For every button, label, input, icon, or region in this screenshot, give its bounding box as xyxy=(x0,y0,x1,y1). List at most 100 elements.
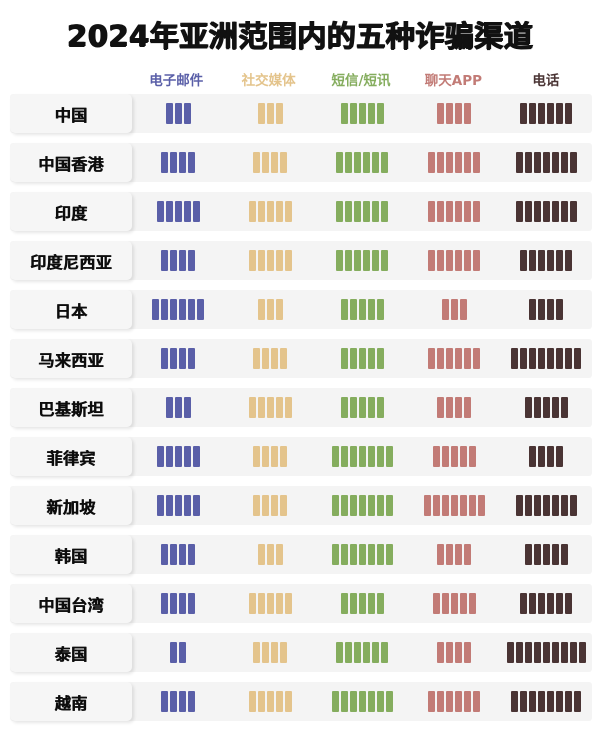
bar-tick xyxy=(464,642,471,663)
bar-tick xyxy=(266,593,274,614)
bar-tick xyxy=(381,152,388,173)
bar-group-social xyxy=(224,290,316,329)
bar-tick xyxy=(533,642,541,663)
bar-tick xyxy=(188,152,195,173)
bar-group-chat xyxy=(408,143,500,182)
bar-tick xyxy=(262,348,269,369)
bar-tick xyxy=(547,299,554,320)
bar-group-email xyxy=(132,437,224,476)
bar-tick xyxy=(520,593,527,614)
bar-tick xyxy=(569,642,577,663)
row-bar-cells xyxy=(132,290,592,329)
bar-tick xyxy=(358,299,366,320)
bar-group-sms xyxy=(316,437,408,476)
bar-tick xyxy=(340,397,348,418)
bar-tick xyxy=(547,103,554,124)
bar-tick xyxy=(367,544,375,565)
bar-tick xyxy=(529,348,536,369)
bar-tick xyxy=(533,397,541,418)
bar-tick xyxy=(363,642,370,663)
bar-tick xyxy=(455,201,462,222)
bar-tick xyxy=(455,250,462,271)
row-bar-cells xyxy=(132,486,592,525)
bar-tick xyxy=(367,299,375,320)
bar-tick xyxy=(253,495,260,516)
bar-tick xyxy=(529,446,536,467)
bar-tick xyxy=(515,642,523,663)
bar-tick xyxy=(188,691,195,712)
bar-tick xyxy=(506,642,514,663)
bar-tick xyxy=(253,446,260,467)
bar-tick xyxy=(376,593,384,614)
bar-tick xyxy=(253,348,260,369)
bar-tick xyxy=(533,152,541,173)
bar-group-email xyxy=(132,192,224,231)
bar-group-email xyxy=(132,486,224,525)
bar-tick xyxy=(547,691,554,712)
bar-tick xyxy=(336,250,343,271)
bar-tick xyxy=(340,348,348,369)
bar-group-chat xyxy=(408,94,500,133)
row-label-panel: 越南 xyxy=(10,682,132,721)
bar-group-chat xyxy=(408,437,500,476)
bar-tick xyxy=(248,250,256,271)
bar-tick xyxy=(266,201,274,222)
bar-tick xyxy=(174,103,182,124)
bar-tick xyxy=(524,201,532,222)
row-label-1: 中国香港 xyxy=(38,154,104,174)
bar-tick xyxy=(354,250,361,271)
bar-tick xyxy=(524,544,532,565)
bar-tick xyxy=(192,495,200,516)
bar-tick xyxy=(538,691,545,712)
bar-tick xyxy=(275,544,283,565)
bar-tick xyxy=(376,103,384,124)
bar-tick xyxy=(248,201,256,222)
bar-tick xyxy=(280,642,287,663)
bar-tick xyxy=(538,593,545,614)
bar-group-email xyxy=(132,584,224,623)
bar-tick xyxy=(266,250,274,271)
bar-tick xyxy=(376,544,384,565)
bar-tick xyxy=(280,495,287,516)
bar-tick xyxy=(156,495,164,516)
bar-group-social xyxy=(224,241,316,280)
bar-tick xyxy=(542,544,550,565)
bar-tick xyxy=(349,691,357,712)
bar-tick xyxy=(284,691,292,712)
row-label-12: 越南 xyxy=(54,693,88,713)
bar-tick xyxy=(340,544,348,565)
bar-group-social xyxy=(224,339,316,378)
bar-tick xyxy=(455,152,462,173)
header-label-spacer xyxy=(10,79,130,80)
bar-group-social xyxy=(224,437,316,476)
bar-tick xyxy=(538,348,545,369)
bar-group-email xyxy=(132,535,224,574)
bar-tick xyxy=(538,250,545,271)
bar-tick xyxy=(437,544,444,565)
bar-tick xyxy=(165,103,173,124)
bar-tick xyxy=(542,397,550,418)
bar-tick xyxy=(468,495,476,516)
bar-tick xyxy=(257,103,265,124)
bar-tick xyxy=(459,495,467,516)
bar-tick xyxy=(565,103,572,124)
bar-tick xyxy=(376,397,384,418)
bar-tick xyxy=(511,348,518,369)
bar-tick xyxy=(446,103,453,124)
bar-tick xyxy=(446,201,453,222)
bar-tick xyxy=(437,201,444,222)
bar-tick xyxy=(560,201,568,222)
bar-tick xyxy=(367,446,375,467)
bar-tick xyxy=(542,495,550,516)
bar-tick xyxy=(340,446,348,467)
bar-tick xyxy=(432,446,440,467)
bar-tick xyxy=(188,544,195,565)
bar-tick xyxy=(524,152,532,173)
bar-tick xyxy=(284,250,292,271)
bar-tick xyxy=(161,348,168,369)
bar-group-phone xyxy=(500,94,592,133)
bar-tick xyxy=(340,691,348,712)
bar-tick xyxy=(515,152,523,173)
row-bar-cells xyxy=(132,682,592,721)
bar-tick xyxy=(464,152,471,173)
